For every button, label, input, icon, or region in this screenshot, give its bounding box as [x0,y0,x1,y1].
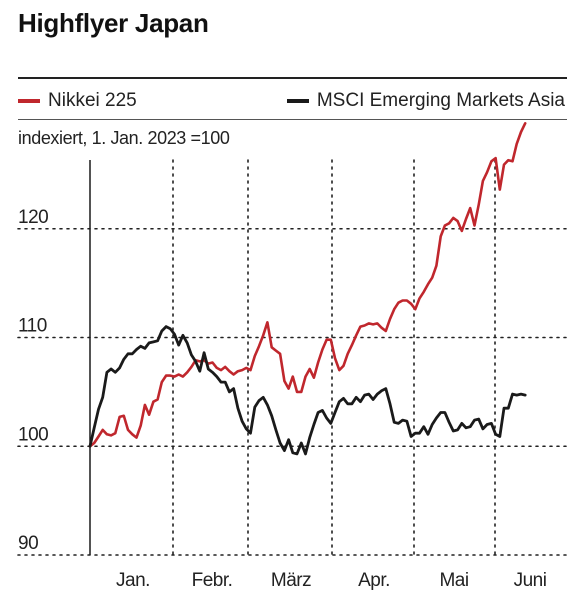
title-rule [18,77,567,79]
series-line-nikkei [88,122,527,448]
x-tick-label: Juni [514,570,547,591]
x-tick-label: Mai [439,570,468,591]
legend-swatch-msci [286,99,309,103]
legend-separator [18,119,567,120]
x-tick-label: März [271,570,311,591]
page-title: Highflyer Japan [18,8,209,38]
x-tick-label: Apr. [358,570,390,591]
x-tick-label: Jan. [116,570,150,591]
legend-label-msci: MSCI Emerging Markets Asia [316,90,565,111]
y-tick-label-120: 120 [18,207,48,228]
series-line-msci [88,325,527,456]
y-tick-label-110: 110 [18,316,47,337]
chart-subtitle: indexiert, 1. Jan. 2023 =100 [18,128,230,148]
x-tick-label: Febr. [192,570,233,591]
legend-item-msci: MSCI Emerging Markets Asia [286,90,565,112]
y-tick-label-90: 90 [18,533,38,554]
legend-swatch-nikkei [18,99,40,103]
legend-label-nikkei: Nikkei 225 [48,90,137,111]
legend-item-nikkei: Nikkei 225 [18,90,137,112]
y-tick-label-100: 100 [18,424,48,445]
